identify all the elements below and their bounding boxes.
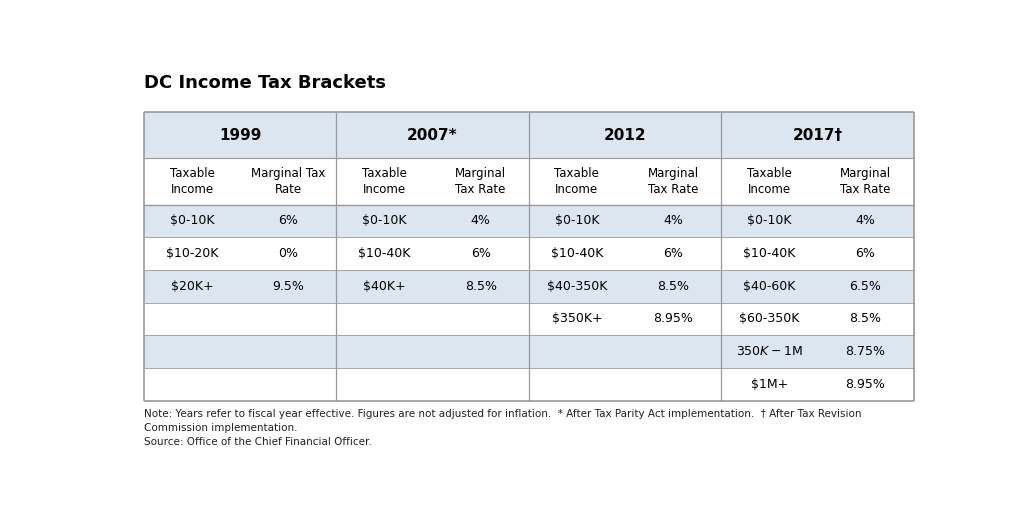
Text: 1999: 1999 [219, 128, 261, 143]
Bar [143, 270, 913, 303]
Bar [143, 237, 913, 270]
Text: Taxable
Income: Taxable Income [554, 167, 599, 196]
Text: $350K+: $350K+ [552, 313, 602, 326]
Text: 2012: 2012 [604, 128, 646, 143]
Text: Marginal
Tax Rate: Marginal Tax Rate [647, 167, 698, 196]
Text: 8.5%: 8.5% [657, 280, 689, 293]
Text: 0%: 0% [279, 247, 298, 260]
Text: 8.95%: 8.95% [846, 378, 886, 391]
Text: 6%: 6% [664, 247, 683, 260]
Text: 4%: 4% [856, 214, 876, 227]
Text: 6%: 6% [856, 247, 876, 260]
Text: 6%: 6% [471, 247, 490, 260]
Bar [143, 303, 913, 335]
Bar [143, 204, 913, 237]
Text: $40-350K: $40-350K [547, 280, 607, 293]
Text: 6.5%: 6.5% [850, 280, 882, 293]
Text: $0-10K: $0-10K [555, 214, 599, 227]
Text: $20K+: $20K+ [171, 280, 213, 293]
Text: $10-40K: $10-40K [743, 247, 796, 260]
Text: 9.5%: 9.5% [272, 280, 304, 293]
Text: $40K+: $40K+ [364, 280, 406, 293]
Text: Note: Years refer to fiscal year effective. Figures are not adjusted for inflati: Note: Years refer to fiscal year effecti… [143, 409, 861, 447]
Text: $10-20K: $10-20K [166, 247, 218, 260]
Text: 8.5%: 8.5% [465, 280, 497, 293]
Text: Marginal
Tax Rate: Marginal Tax Rate [840, 167, 891, 196]
Text: $0-10K: $0-10K [362, 214, 407, 227]
Bar [143, 112, 913, 159]
Bar [143, 368, 913, 401]
Bar [143, 335, 913, 368]
Text: Taxable
Income: Taxable Income [170, 167, 214, 196]
Text: $60-350K: $60-350K [739, 313, 800, 326]
Text: $40-60K: $40-60K [743, 280, 796, 293]
Text: $350K-$1M: $350K-$1M [736, 345, 803, 358]
Text: 4%: 4% [664, 214, 683, 227]
Text: DC Income Tax Brackets: DC Income Tax Brackets [143, 74, 386, 93]
Text: $10-40K: $10-40K [358, 247, 411, 260]
Text: 4%: 4% [471, 214, 490, 227]
Text: $1M+: $1M+ [751, 378, 787, 391]
Text: Marginal Tax
Rate: Marginal Tax Rate [251, 167, 326, 196]
Text: Taxable
Income: Taxable Income [746, 167, 792, 196]
Bar [143, 159, 913, 204]
Text: Marginal
Tax Rate: Marginal Tax Rate [455, 167, 506, 196]
Text: $0-10K: $0-10K [748, 214, 792, 227]
Text: 8.95%: 8.95% [653, 313, 693, 326]
Text: 2017†: 2017† [793, 128, 843, 143]
Text: 8.5%: 8.5% [850, 313, 882, 326]
Text: $10-40K: $10-40K [551, 247, 603, 260]
Text: Taxable
Income: Taxable Income [362, 167, 407, 196]
Text: 6%: 6% [279, 214, 298, 227]
Text: 8.75%: 8.75% [846, 345, 886, 358]
Text: 2007*: 2007* [408, 128, 458, 143]
Text: $0-10K: $0-10K [170, 214, 214, 227]
